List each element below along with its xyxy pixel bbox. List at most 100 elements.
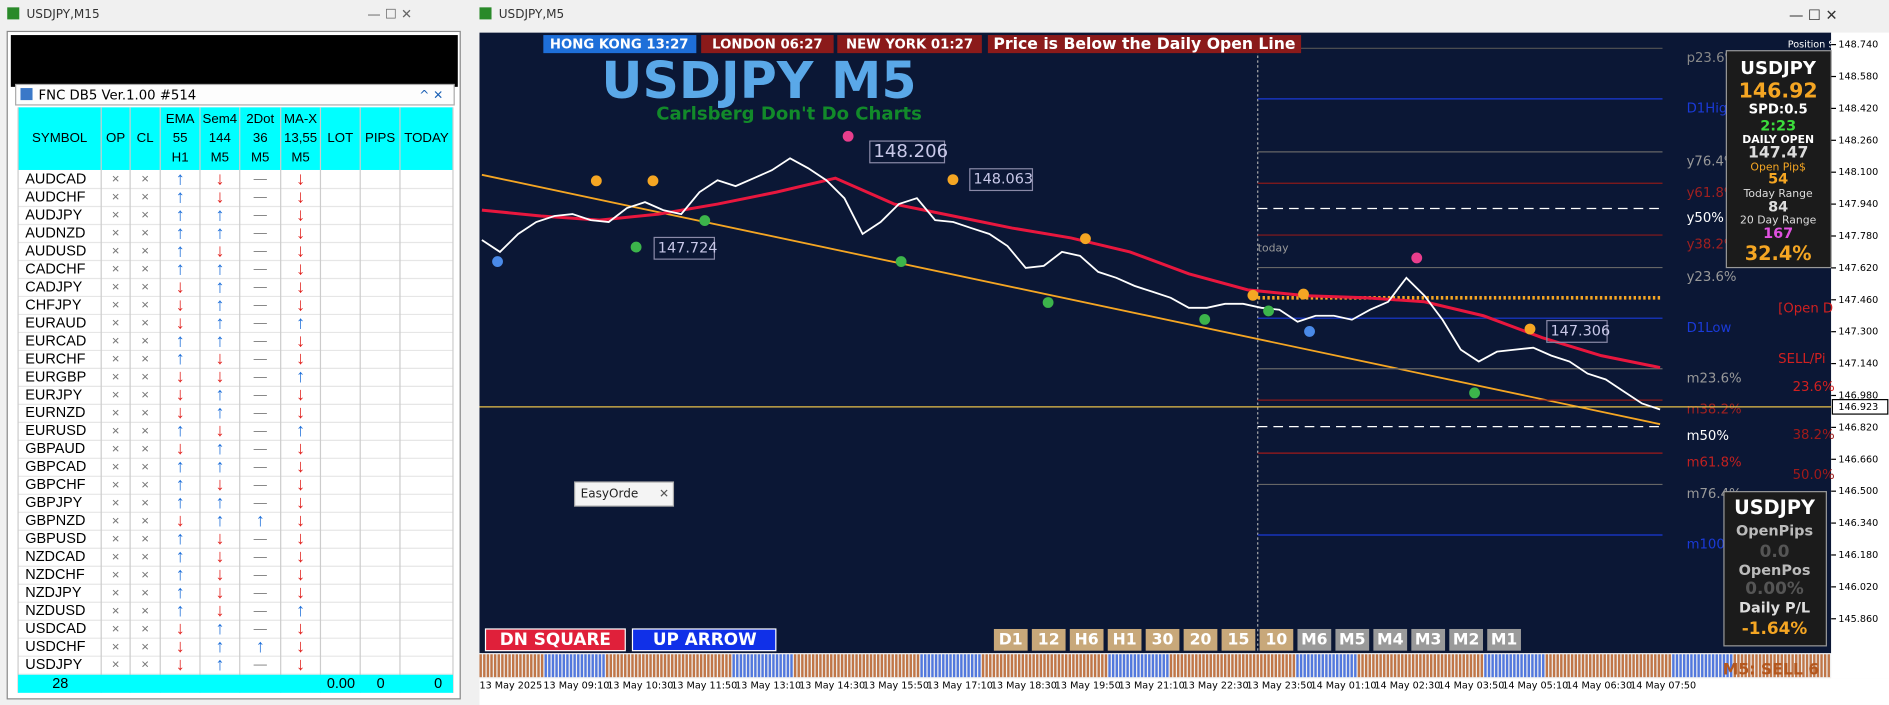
stripe: [555, 654, 558, 678]
signal-cell: ↓: [176, 510, 185, 530]
signal-cell: —: [254, 477, 268, 492]
timeframe-button[interactable]: [1373, 628, 1408, 651]
stripe: [750, 654, 753, 678]
easy-order-label[interactable]: EasyOrde: [581, 487, 639, 501]
signal-cell: ×: [141, 225, 149, 240]
x-tick-label: 13 May 11:50: [671, 681, 737, 692]
stripe: [891, 654, 894, 678]
x-tick-label: 14 May 02:30: [1374, 681, 1440, 692]
price-axis: [1831, 32, 1889, 679]
stripe: [1014, 654, 1017, 678]
timeframe-button[interactable]: [1183, 628, 1218, 651]
signal-cell: ×: [112, 459, 120, 474]
timeframe-button[interactable]: [1487, 628, 1521, 651]
stripe: [1758, 654, 1762, 678]
signal: M5: SELL 6: [1723, 659, 1820, 678]
timeframe-label[interactable]: 15: [1228, 629, 1250, 648]
button[interactable]: [484, 628, 626, 652]
stripe: [1426, 654, 1429, 678]
timeframe-button[interactable]: [1145, 628, 1180, 651]
timeframe-button[interactable]: [1221, 628, 1256, 651]
stripe: [1701, 654, 1704, 678]
timeframe-button[interactable]: [1259, 628, 1294, 651]
header-label: H1: [172, 149, 189, 164]
signal-cell: ↓: [296, 348, 305, 368]
timeframe-label[interactable]: M4: [1377, 629, 1404, 648]
stripe: [1364, 654, 1368, 678]
stripe: [1480, 654, 1484, 678]
stripe: [830, 654, 833, 678]
timeframe-button[interactable]: [993, 628, 1028, 651]
symbol: AUDCAD: [25, 171, 86, 187]
signal-dot: [1411, 252, 1423, 264]
signal-cell: ×: [141, 261, 149, 276]
stripe: [1227, 654, 1231, 678]
stripe: [1509, 654, 1512, 678]
signal-cell: ×: [112, 405, 120, 420]
timeframe-label[interactable]: H6: [1075, 629, 1099, 648]
timeframe-label[interactable]: 20: [1190, 629, 1212, 648]
timeframe-label[interactable]: M6: [1301, 629, 1328, 648]
window-controls[interactable]: — ☐ ✕: [1789, 8, 1838, 24]
info-text: USDJPY: [1740, 58, 1817, 79]
level-label: p23.6%: [1687, 51, 1738, 66]
stripe: [1101, 654, 1104, 678]
timeframe-button[interactable]: [1069, 628, 1104, 651]
stripe: [1729, 654, 1733, 678]
timeframe-button[interactable]: [1335, 628, 1370, 651]
stripe: [1046, 654, 1050, 678]
session-time: LONDON 06:27: [712, 38, 822, 53]
stripe: [1097, 654, 1100, 678]
timeframe-label[interactable]: M5: [1339, 629, 1365, 648]
stripe: [1278, 654, 1281, 678]
stripe: [1567, 654, 1570, 678]
stripe: [1784, 654, 1787, 678]
level-label: y38.2%: [1687, 238, 1737, 253]
timeframe-button[interactable]: [1031, 628, 1066, 651]
button-label[interactable]: DN SQUARE: [500, 629, 611, 649]
timeframe-button[interactable]: [1297, 628, 1332, 651]
timeframe-label[interactable]: M3: [1415, 629, 1441, 648]
x-tick-label: 13 May 09:10: [543, 681, 609, 692]
timeframe-label[interactable]: M1: [1491, 629, 1517, 648]
signal-cell: ×: [112, 189, 120, 204]
timeframe-label[interactable]: M2: [1453, 629, 1479, 648]
signal-cell: ×: [112, 567, 120, 582]
stripe: [1755, 654, 1758, 678]
timeframe-label[interactable]: 30: [1152, 629, 1174, 648]
timeframe-label[interactable]: D1: [999, 629, 1023, 648]
timeframe-label[interactable]: H1: [1113, 629, 1137, 648]
stripe: [1195, 654, 1198, 678]
easy-order[interactable]: [574, 481, 675, 507]
signal-cell: ↓: [215, 240, 224, 260]
x-tick-label: 13 May 10:30: [607, 681, 673, 692]
stripe: [605, 654, 609, 678]
stripe: [721, 654, 725, 678]
close-icon[interactable]: ✕: [659, 487, 669, 501]
footer-cell: 0: [434, 676, 442, 692]
stripe: [1249, 654, 1252, 678]
timeframe-button[interactable]: [1107, 628, 1142, 651]
signal-cell: ↓: [215, 168, 224, 188]
signal-cell: ↑: [176, 186, 185, 206]
timeframe-button[interactable]: [1449, 628, 1484, 651]
button-label[interactable]: UP ARROW: [653, 629, 757, 649]
stripe: [1422, 654, 1426, 678]
header-label: LOT: [327, 130, 353, 145]
button[interactable]: [631, 628, 777, 652]
symbol: CHFJPY: [25, 297, 82, 313]
right-label: 50.0%: [1793, 468, 1835, 483]
timeframe-label[interactable]: 12: [1038, 629, 1060, 648]
timeframe-label[interactable]: 10: [1266, 629, 1288, 648]
stripe: [996, 654, 999, 678]
panel-controls[interactable]: ^ ✕: [419, 88, 443, 102]
stripe: [1740, 654, 1744, 678]
signal-cell: —: [254, 549, 268, 564]
stripe: [1126, 654, 1129, 678]
signal-cell: ↑: [215, 312, 224, 332]
stripe: [1502, 654, 1505, 678]
stripe: [1213, 654, 1216, 678]
window-controls[interactable]: — ☐ ✕: [367, 8, 412, 23]
stripe: [1202, 654, 1205, 678]
timeframe-button[interactable]: [1411, 628, 1446, 651]
